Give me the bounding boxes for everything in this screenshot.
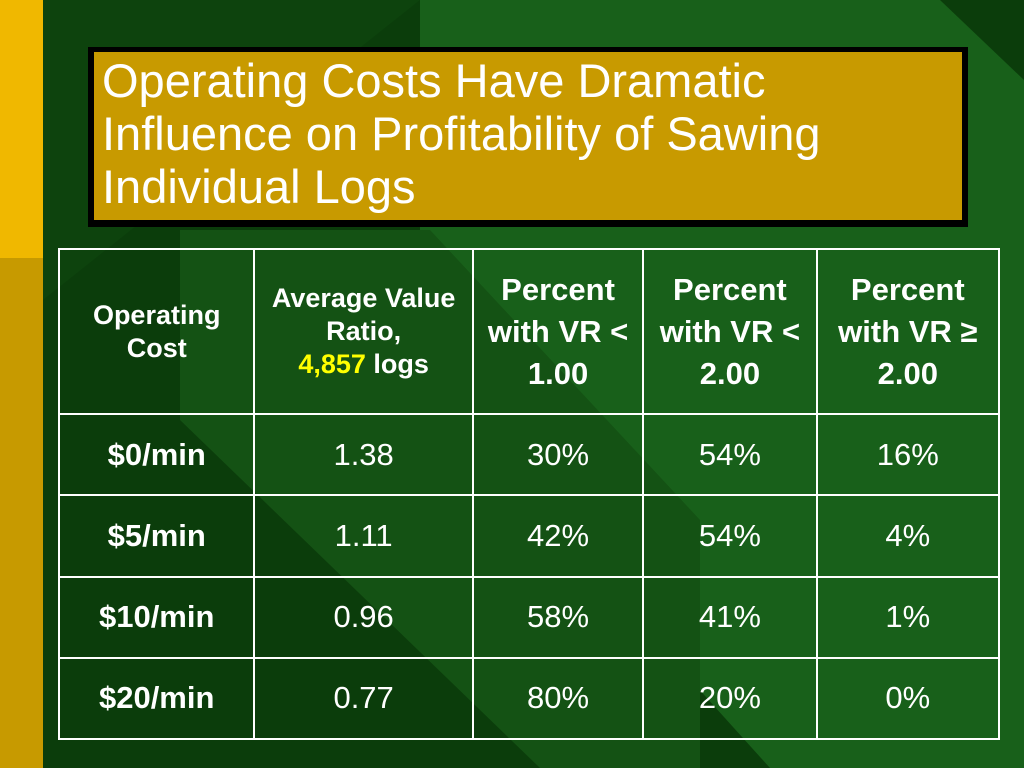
table-row: $5/min 1.11 42% 54% 4%: [57, 494, 1001, 578]
header-log-count: 4,857: [298, 349, 366, 380]
row-vr-ge-2: 1%: [815, 575, 1001, 659]
header-operating-cost: Operating Cost: [57, 247, 256, 416]
row-avr: 1.38: [253, 413, 474, 497]
row-cost: $10/min: [57, 575, 256, 659]
row-vr-lt-1: 58%: [471, 575, 645, 659]
header-average-value-ratio: Average Value Ratio, 4,857 logs: [253, 247, 474, 416]
header-vr-lt-2: Percent with VR < 2.00: [642, 247, 818, 416]
table-row: $10/min 0.96 58% 41% 1%: [57, 575, 1001, 659]
row-avr: 1.11: [253, 494, 474, 578]
row-vr-lt-2: 54%: [642, 413, 818, 497]
row-vr-ge-2: 4%: [815, 494, 1001, 578]
row-vr-ge-2: 16%: [815, 413, 1001, 497]
table-row: $20/min 0.77 80% 20% 0%: [57, 656, 1001, 741]
row-vr-lt-2: 41%: [642, 575, 818, 659]
row-vr-lt-2: 54%: [642, 494, 818, 578]
row-cost: $20/min: [57, 656, 256, 741]
header-vr-lt-1: Percent with VR < 1.00: [471, 247, 645, 416]
header-vr-ge-2: Percent with VR ≥ 2.00: [815, 247, 1001, 416]
row-avr: 0.96: [253, 575, 474, 659]
row-cost: $5/min: [57, 494, 256, 578]
header-row: Operating Cost Average Value Ratio, 4,85…: [57, 247, 1001, 416]
cost-table: Operating Cost Average Value Ratio, 4,85…: [57, 247, 1001, 741]
row-vr-lt-1: 30%: [471, 413, 645, 497]
row-vr-lt-1: 42%: [471, 494, 645, 578]
header-avr-label: Average Value Ratio,: [271, 283, 456, 347]
slide-title: Operating Costs Have Dramatic Influence …: [102, 54, 821, 213]
header-logs-word: logs: [373, 349, 429, 380]
row-vr-lt-2: 20%: [642, 656, 818, 741]
left-light-stripe: [0, 0, 43, 258]
row-vr-lt-1: 80%: [471, 656, 645, 741]
table-row: $0/min 1.38 30% 54% 16%: [57, 413, 1001, 497]
row-avr: 0.77: [253, 656, 474, 741]
row-vr-ge-2: 0%: [815, 656, 1001, 741]
row-cost: $0/min: [57, 413, 256, 497]
title-box: [94, 52, 962, 220]
